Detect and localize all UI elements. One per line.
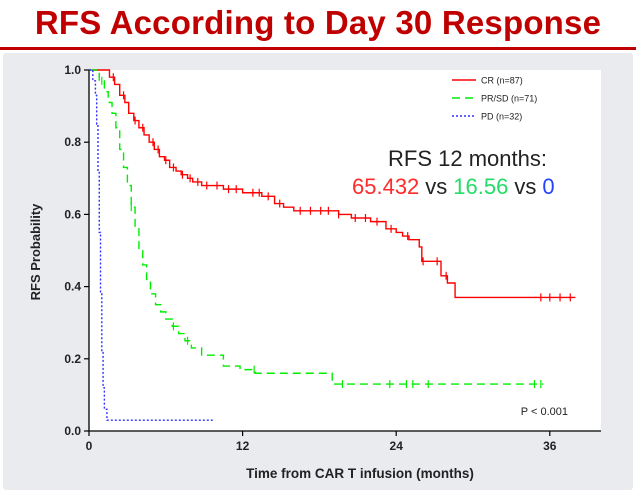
y-tick-label: 1.0 (64, 63, 81, 77)
y-axis-label: RFS Probability (28, 203, 43, 301)
legend-label-pd: PD (n=32) (481, 112, 522, 122)
plot-area (89, 70, 601, 431)
curve-cr (89, 69, 576, 299)
title-underline (0, 47, 636, 50)
censor-marks (101, 73, 571, 389)
curve-pd (89, 69, 215, 421)
rfs-value-prsd: 16.56 (453, 174, 508, 199)
x-tick-label: 0 (86, 439, 93, 453)
rfs-vs-1: vs (425, 174, 447, 199)
y-tick-label: 0.0 (64, 424, 81, 438)
rfs-value-cr: 65.432 (352, 174, 419, 199)
y-tick-label: 0.2 (64, 352, 81, 366)
x-tick-label: 24 (390, 439, 404, 453)
legend-label-pr-sd: PR/SD (n=71) (481, 94, 537, 104)
rfs-values-line: 65.432 vs 16.56 vs 0 (352, 174, 555, 199)
x-axis-label: Time from CAR T infusion (months) (246, 466, 474, 481)
slide-title: RFS According to Day 30 Response (34, 4, 602, 41)
rfs-value-pd: 0 (542, 174, 554, 199)
y-tick-label: 0.6 (64, 207, 81, 221)
survival-curves (89, 69, 576, 421)
p-value: P < 0.001 (521, 406, 568, 418)
rfs-heading: RFS 12 months: (388, 146, 547, 171)
x-tick-label: 36 (543, 439, 557, 453)
curve-pr-sd (89, 69, 544, 385)
axes: 0.0 0.2 0.4 0.6 0.8 1.0 0 12 24 36 (64, 63, 601, 453)
y-tick-label: 0.4 (64, 280, 81, 294)
x-tick-label: 12 (236, 439, 250, 453)
y-tick-label: 0.8 (64, 135, 81, 149)
legend-label-cr: CR (n=87) (481, 76, 523, 86)
legend: CR (n=87) PR/SD (n=71) PD (n=32) (452, 76, 537, 122)
rfs-vs-2: vs (514, 174, 536, 199)
